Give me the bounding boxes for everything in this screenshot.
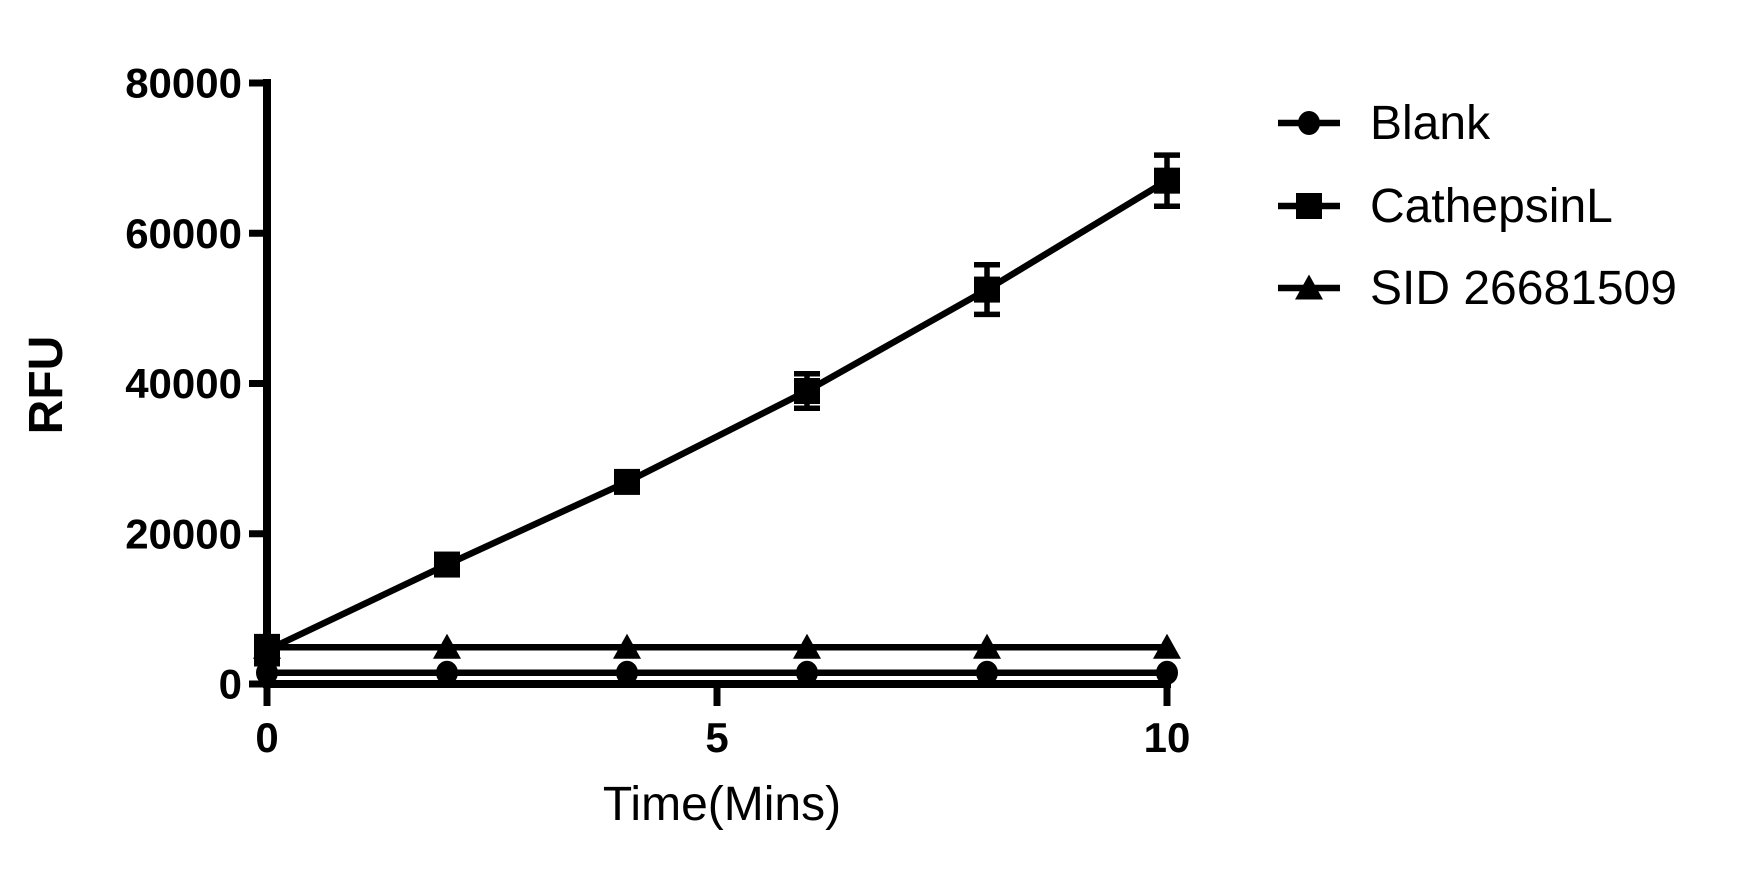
square-marker-cathepsinl <box>614 468 640 495</box>
series-sid-26681509 <box>253 633 1181 659</box>
legend-marker-triangle-icon <box>1278 274 1340 300</box>
square-marker-cathepsinl <box>974 276 1000 303</box>
triangle-marker-sid-26681509 <box>613 633 641 659</box>
triangle-marker-sid-26681509 <box>433 633 461 659</box>
x-tick-label: 5 <box>705 714 728 761</box>
y-tick-label: 20000 <box>125 510 242 557</box>
y-tick-label: 60000 <box>125 210 242 257</box>
legend-item-sid-26681509: SID 26681509 <box>1278 260 1677 316</box>
series-line-cathepsinl <box>265 177 1169 654</box>
legend-marker-circle-icon <box>1278 111 1340 135</box>
square-marker-cathepsinl <box>434 551 460 578</box>
square-marker-cathepsinl <box>254 637 280 664</box>
x-tick-label: 10 <box>1144 714 1191 761</box>
y-tick-label: 0 <box>219 661 242 708</box>
circle-marker-blank <box>976 660 998 685</box>
y-tick-label: 40000 <box>125 360 242 407</box>
circle-marker-blank <box>256 660 278 685</box>
legend-circle-glyph <box>1298 111 1320 135</box>
circle-marker-blank <box>1156 660 1178 685</box>
series-cathepsinl <box>254 152 1180 667</box>
circle-marker-blank <box>796 660 818 685</box>
triangle-marker-sid-26681509 <box>1153 633 1181 659</box>
legend-label: SID 26681509 <box>1370 261 1677 315</box>
legend-item-cathepsinl: CathepsinL <box>1278 178 1613 234</box>
legend-marker-square-icon <box>1278 193 1340 219</box>
circle-marker-blank <box>616 660 638 685</box>
y-tick-label: 80000 <box>125 60 242 107</box>
square-marker-cathepsinl <box>1154 167 1180 194</box>
series-blank <box>256 660 1178 685</box>
y-axis-title: RFU <box>20 336 73 435</box>
square-marker-cathepsinl <box>794 378 820 405</box>
legend-item-blank: Blank <box>1278 95 1490 151</box>
x-axis-title: Time(Mins) <box>603 778 841 831</box>
x-tick-label: 0 <box>255 714 278 761</box>
circle-marker-blank <box>436 660 458 685</box>
legend-label: Blank <box>1370 96 1491 150</box>
triangle-marker-sid-26681509 <box>973 633 1001 659</box>
legend-triangle-glyph <box>1295 274 1323 300</box>
legend-square-glyph <box>1296 193 1322 219</box>
triangle-marker-sid-26681509 <box>793 633 821 659</box>
legend-label: CathepsinL <box>1370 179 1613 233</box>
